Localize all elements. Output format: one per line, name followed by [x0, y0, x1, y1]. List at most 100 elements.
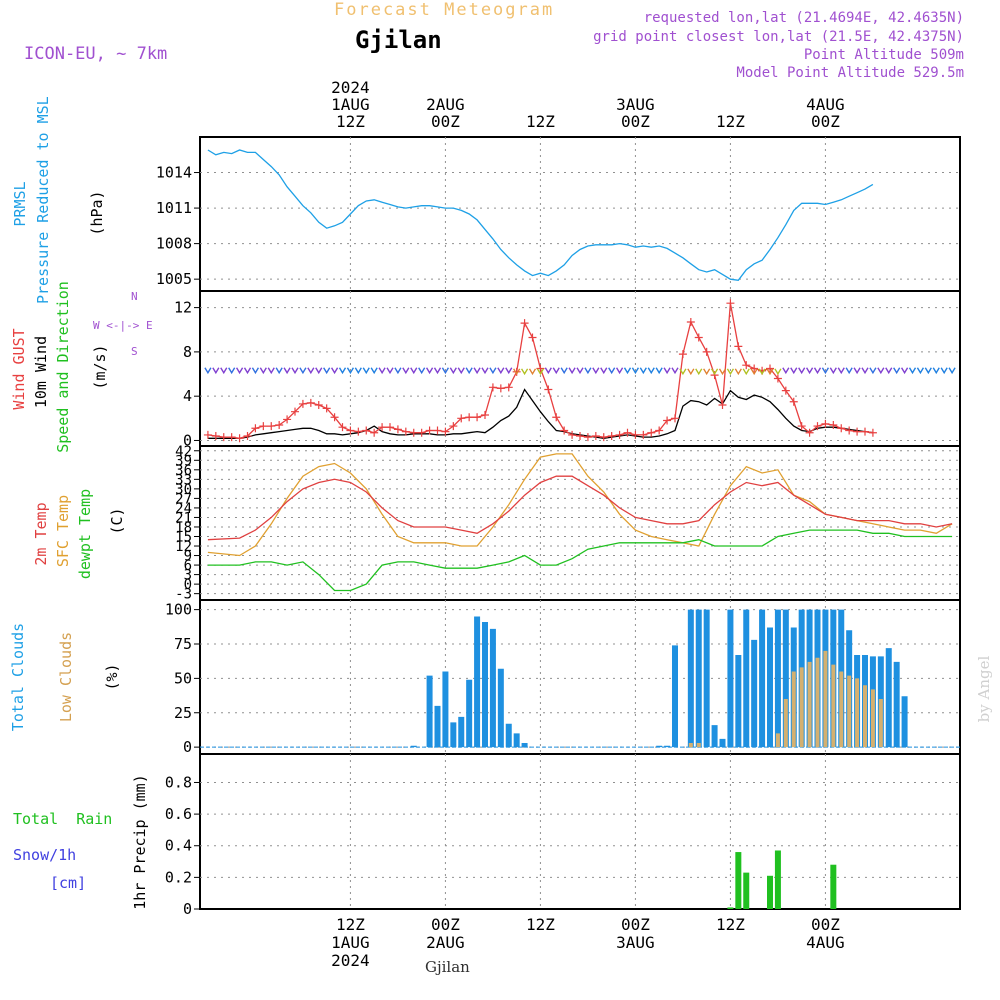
temp-unit: (C) — [108, 507, 126, 535]
temp-ytick-label: 12 — [175, 539, 192, 555]
top-time-label: 12Z — [526, 112, 555, 131]
wind-direction-arrow — [560, 367, 568, 375]
wind-direction-arrow — [679, 368, 687, 376]
wind-direction-arrow — [410, 367, 418, 375]
wind-direction-arrow — [228, 367, 236, 375]
top-time-label: 00Z — [811, 112, 840, 131]
wind-gust-line-marker — [868, 428, 877, 437]
wind-direction-arrow — [283, 367, 291, 375]
wind-direction-arrow — [394, 367, 402, 375]
wind-gust-line-marker — [702, 347, 711, 356]
low-cloud-bar — [783, 699, 788, 748]
wind-direction-arrow — [235, 367, 244, 375]
wind-gust-line-marker — [346, 426, 355, 435]
wind-gust-line-marker — [560, 426, 569, 435]
wind-direction-arrow — [418, 367, 426, 375]
top-time-label: 12Z — [336, 112, 365, 131]
wind-direction-arrow — [853, 367, 861, 375]
wind-direction-arrow — [655, 367, 663, 375]
total-cloud-bar — [521, 743, 528, 748]
clouds-ytick-label: 100 — [165, 601, 192, 619]
wind-direction-arrow — [821, 367, 830, 375]
wind-direction-arrow — [623, 367, 632, 375]
wind-direction-arrow — [552, 367, 560, 375]
wind-gust-line-marker — [821, 419, 830, 428]
snow-unit-label: [cm] — [50, 874, 87, 892]
total-cloud-bar — [695, 609, 702, 748]
wind-direction-arrow — [307, 367, 315, 375]
wind-direction-arrow — [639, 367, 647, 375]
low-cloud-bar — [815, 657, 820, 748]
wind-gust-line-marker — [742, 361, 751, 370]
wind-gust-line-marker — [726, 299, 735, 308]
wind-direction-arrow — [544, 367, 552, 375]
wind-direction-arrow — [829, 367, 837, 375]
wind-gust-line-marker — [520, 319, 529, 328]
wind-direction-arrow — [726, 368, 735, 376]
compass-s: S — [131, 345, 138, 358]
wind-direction-arrow — [449, 367, 457, 375]
wind-direction-arrow — [497, 367, 505, 375]
wind-gust-line-marker — [639, 430, 648, 439]
wind-10m-line — [207, 388, 873, 439]
temp-ytick-label: 15 — [175, 529, 192, 545]
wind-gust-line-marker — [203, 430, 212, 439]
low-cloud-bar — [863, 685, 867, 748]
wind-direction-arrow — [924, 367, 932, 375]
pressure-label-main: PRMSL — [11, 181, 29, 227]
wind-direction-arrow — [528, 368, 537, 376]
wind-gust-line-marker — [441, 427, 450, 436]
wind-direction-arrow — [505, 367, 513, 375]
compass-n: N — [131, 290, 138, 303]
wind-direction-arrow — [402, 367, 410, 375]
total-cloud-bar — [782, 609, 789, 748]
wind-gust-line-marker — [615, 430, 624, 439]
wind-gust-line-marker — [488, 383, 497, 392]
wind-direction-arrow — [576, 367, 584, 375]
wind-gust-line-marker — [409, 428, 418, 437]
wind-gust-line-marker — [473, 413, 482, 422]
wind-gust-line-marker — [251, 424, 260, 433]
total-cloud-bar — [410, 745, 417, 748]
pressure-ytick-label: 1011 — [156, 199, 192, 217]
wind-direction-arrow — [893, 367, 901, 375]
wind-gust-line-marker — [766, 364, 774, 373]
wind-direction-arrow — [433, 367, 442, 375]
wind-direction-arrow — [584, 367, 592, 375]
wind-gust-line-marker — [481, 411, 489, 419]
temp-ytick-label: 39 — [175, 453, 192, 469]
wind-ytick-label: 4 — [183, 387, 192, 405]
wind-gust-line-marker — [362, 426, 371, 435]
wind-gust-line-marker — [837, 424, 846, 433]
total-cloud-bar — [505, 723, 512, 748]
rain-bar — [830, 864, 837, 909]
wind-gust-line-marker — [235, 434, 244, 443]
wind-gust-line-marker — [647, 428, 656, 437]
wind-gust-line-marker — [607, 432, 616, 441]
clouds-ytick-label: 25 — [174, 704, 192, 722]
wind-direction-arrow — [243, 367, 252, 375]
rain-bar — [735, 852, 742, 909]
wind-direction-arrow — [370, 367, 378, 375]
wind-gust-line-marker — [338, 423, 347, 432]
top-time-label: 12Z — [716, 112, 745, 131]
temp-ytick-label: 0 — [184, 577, 192, 593]
wind-direction-arrow — [774, 368, 782, 376]
wind-direction-arrow — [291, 367, 299, 375]
bottom-time-label: 12Z — [336, 915, 365, 934]
wind-gust-line-marker — [631, 430, 640, 439]
temp-ytick-label: -3 — [175, 587, 192, 603]
precip-ytick-label: 0.8 — [165, 773, 192, 791]
total-cloud-bar — [893, 661, 900, 748]
low-cloud-bar — [847, 675, 852, 748]
wind-gust-line-marker — [718, 401, 727, 410]
total-cloud-bar — [664, 745, 671, 748]
clouds-ytick-label: 0 — [183, 738, 192, 756]
wind-gust-line-marker — [663, 416, 672, 425]
wind-gust-line-marker — [370, 428, 379, 437]
wind-direction-arrow — [338, 367, 347, 375]
pressure-frame — [199, 136, 961, 292]
clouds-ytick-label: 75 — [174, 635, 192, 653]
wind-direction-arrow — [600, 367, 608, 375]
pressure-label-sub: Pressure Reduced to MSL — [34, 96, 52, 304]
